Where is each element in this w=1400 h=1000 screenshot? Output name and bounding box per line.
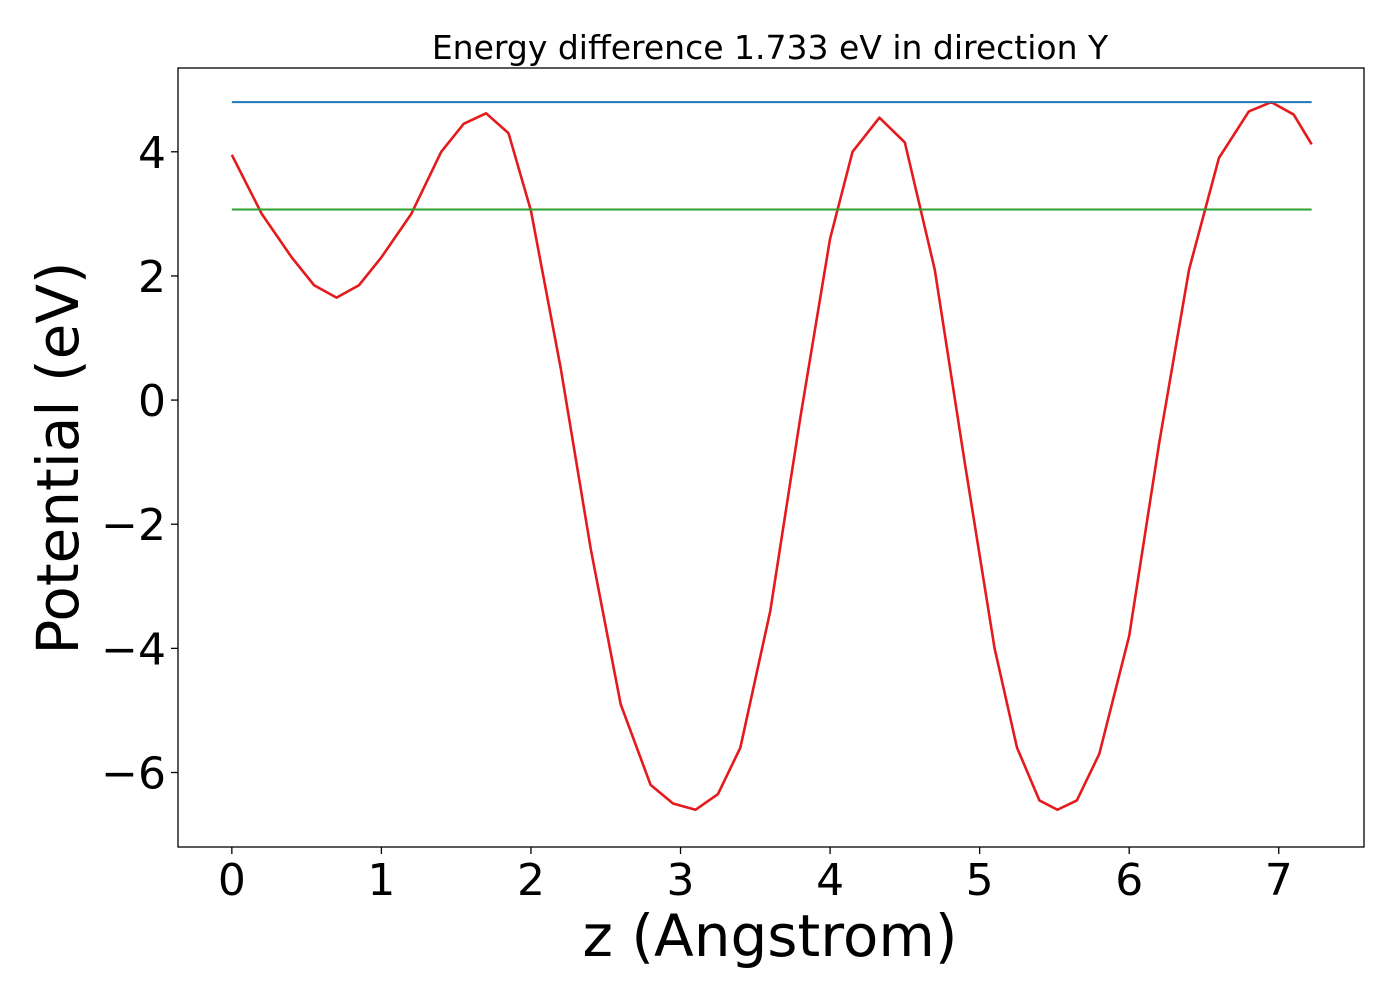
plot-area [230,100,1313,812]
chart-title: Energy difference 1.733 eV in direction … [432,28,1109,67]
x-tick-label: 2 [517,855,545,906]
x-axis-label: z (Angstrom) [583,902,958,970]
x-tick-label: 3 [667,855,695,906]
x-tick-label: 4 [816,855,844,906]
y-axis: 4 2 0 −2 −4 −6 [101,128,178,800]
x-tick-label: 5 [966,855,994,906]
x-tick-label: 6 [1115,855,1143,906]
y-tick-label: −6 [101,749,166,800]
x-tick-label: 0 [218,855,246,906]
y-tick-label: 4 [138,128,166,179]
x-tick-label: 1 [367,855,395,906]
plot-frame [177,67,1365,848]
x-tick-label: 7 [1265,855,1293,906]
x-axis: 0 1 2 3 4 5 6 7 [218,847,1293,906]
y-axis-label: Potential (eV) [24,261,92,654]
y-tick-label: 0 [138,376,166,427]
y-tick-label: −2 [101,500,166,551]
y-tick-label: −4 [101,624,166,675]
series-line-potential [230,100,1313,812]
y-tick-label: 2 [138,252,166,303]
